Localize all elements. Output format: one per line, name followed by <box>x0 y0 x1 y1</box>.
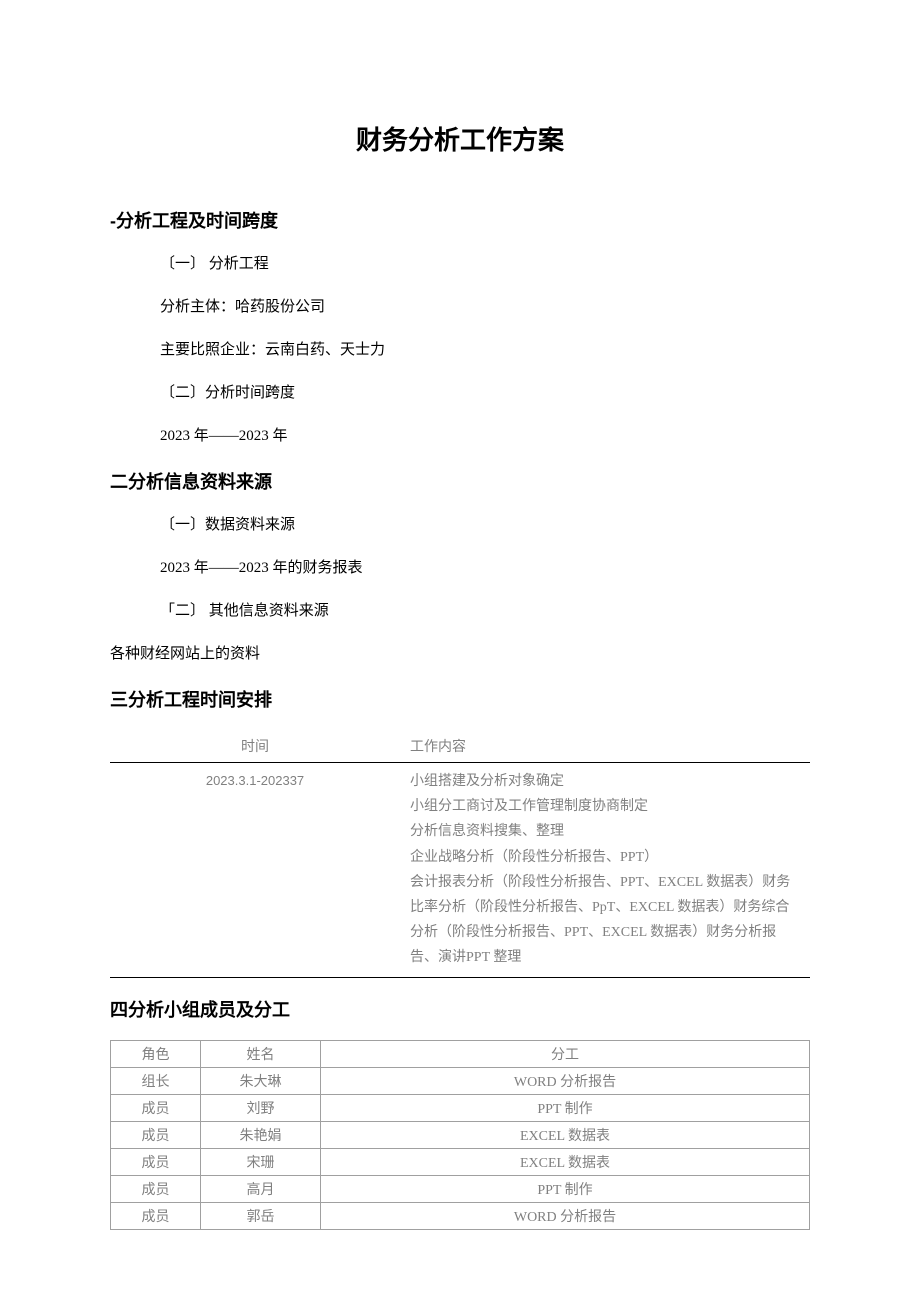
team-cell-role: 成员 <box>111 1121 201 1148</box>
team-cell-name: 朱艳娟 <box>201 1121 321 1148</box>
team-cell-role: 成员 <box>111 1148 201 1175</box>
table-row: 成员郭岳WORD 分析报告 <box>111 1202 810 1229</box>
table-row: 成员宋珊EXCEL 数据表 <box>111 1148 810 1175</box>
table-row: 2023.3.1-202337 小组搭建及分析对象确定 小组分工商讨及工作管理制… <box>110 763 810 978</box>
team-table: 角色 姓名 分工 组长朱大琳WORD 分析报告成员刘野PPT 制作成员朱艳娟EX… <box>110 1040 810 1230</box>
section-2-line-1: 2023 年——2023 年的财务报表 <box>160 555 810 582</box>
table-row: 成员高月PPT 制作 <box>111 1175 810 1202</box>
team-cell-name: 郭岳 <box>201 1202 321 1229</box>
schedule-cell-content: 小组搭建及分析对象确定 小组分工商讨及工作管理制度协商制定 分析信息资料搜集、整… <box>400 763 810 978</box>
section-1-line-3: 2023 年——2023 年 <box>160 423 810 450</box>
document-title: 财务分析工作方案 <box>110 120 810 157</box>
table-row: 成员刘野PPT 制作 <box>111 1094 810 1121</box>
table-header-row: 角色 姓名 分工 <box>111 1040 810 1067</box>
table-row: 成员朱艳娟EXCEL 数据表 <box>111 1121 810 1148</box>
team-cell-task: PPT 制作 <box>321 1094 810 1121</box>
schedule-col-time: 时间 <box>110 730 400 763</box>
section-1-heading: -分析工程及时间跨度 <box>110 207 810 233</box>
team-cell-task: PPT 制作 <box>321 1175 810 1202</box>
team-col-task: 分工 <box>321 1040 810 1067</box>
team-col-name: 姓名 <box>201 1040 321 1067</box>
schedule-cell-time: 2023.3.1-202337 <box>110 763 400 978</box>
section-1-sub-1: 〔一〕 分析工程 <box>160 251 810 278</box>
section-1-line-1: 分析主体：哈药股份公司 <box>160 294 810 321</box>
team-cell-name: 宋珊 <box>201 1148 321 1175</box>
section-2-line-2: 各种财经网站上的资料 <box>110 641 810 668</box>
team-cell-task: WORD 分析报告 <box>321 1202 810 1229</box>
team-col-role: 角色 <box>111 1040 201 1067</box>
section-2-heading: 二分析信息资料来源 <box>110 468 810 494</box>
team-cell-task: WORD 分析报告 <box>321 1067 810 1094</box>
team-cell-role: 组长 <box>111 1067 201 1094</box>
schedule-col-content: 工作内容 <box>400 730 810 763</box>
team-cell-task: EXCEL 数据表 <box>321 1121 810 1148</box>
team-cell-role: 成员 <box>111 1202 201 1229</box>
section-2-sub-2: 「二〕 其他信息资料来源 <box>160 598 810 625</box>
section-4-heading: 四分析小组成员及分工 <box>110 996 810 1022</box>
section-2-sub-1: 〔一〕数据资料来源 <box>160 512 810 539</box>
team-cell-name: 高月 <box>201 1175 321 1202</box>
table-row: 组长朱大琳WORD 分析报告 <box>111 1067 810 1094</box>
section-1-sub-2: 〔二〕分析时间跨度 <box>160 380 810 407</box>
section-3-heading: 三分析工程时间安排 <box>110 686 810 712</box>
team-cell-role: 成员 <box>111 1094 201 1121</box>
table-header-row: 时间 工作内容 <box>110 730 810 763</box>
schedule-table: 时间 工作内容 2023.3.1-202337 小组搭建及分析对象确定 小组分工… <box>110 730 810 978</box>
section-1-line-2: 主要比照企业：云南白药、天士力 <box>160 337 810 364</box>
team-cell-name: 朱大琳 <box>201 1067 321 1094</box>
team-cell-name: 刘野 <box>201 1094 321 1121</box>
team-cell-role: 成员 <box>111 1175 201 1202</box>
team-cell-task: EXCEL 数据表 <box>321 1148 810 1175</box>
